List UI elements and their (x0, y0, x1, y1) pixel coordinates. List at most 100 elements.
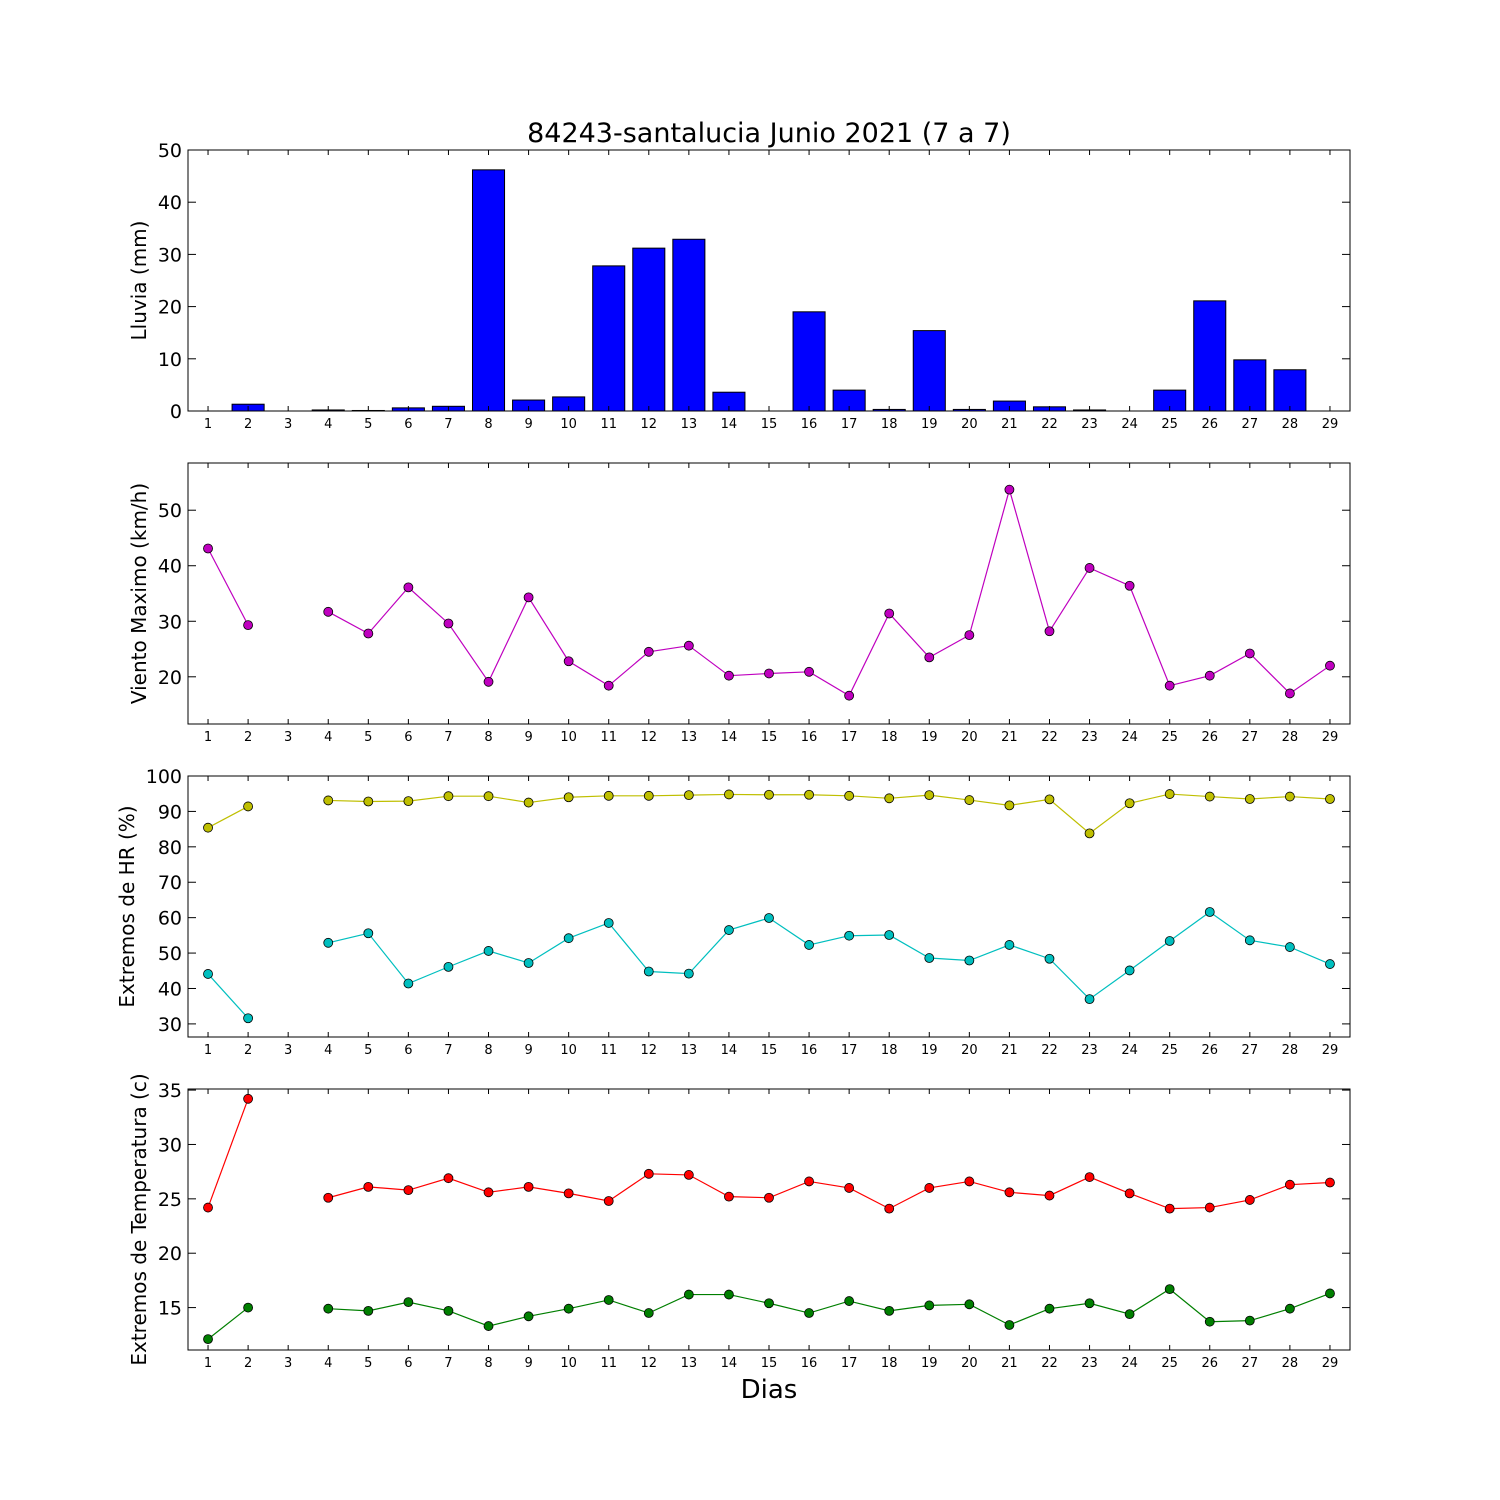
temperature-series-1-point-20 (964, 1176, 975, 1187)
humidity-series-1-point-8 (483, 791, 494, 802)
temperature-xtick-label-8: 8 (484, 1356, 492, 1371)
humidity-series-1-point-6 (403, 796, 414, 807)
rain-bar-12 (632, 247, 666, 412)
wind-series-1-point-29 (1325, 660, 1335, 671)
temperature-xtick-label-22: 22 (1041, 1356, 1058, 1371)
humidity-xtick-label-16: 16 (801, 1043, 818, 1058)
temperature-series-1-point-25 (1164, 1203, 1175, 1214)
humidity-series-1-point-26 (1204, 791, 1215, 802)
temperature-series-1-segment (207, 1098, 249, 1208)
temperature-series-2-point-5 (363, 1305, 374, 1316)
temperature-xtick-label-14: 14 (721, 1356, 738, 1371)
humidity-series-1-point-15 (764, 789, 774, 800)
temperature-series-2-line (207, 1288, 1331, 1340)
temperature-series-1-point-15 (764, 1192, 774, 1203)
temperature-series-2-point-10 (563, 1303, 574, 1314)
wind-xtick-label-25: 25 (1161, 730, 1178, 745)
temperature-xtick-label-24: 24 (1121, 1356, 1138, 1371)
wind-series-1-point-22 (1044, 626, 1055, 637)
rain-xtick-label-17: 17 (841, 417, 858, 432)
panel-temperature: 1 2 3 4 5 6 7 8 9 10 11 12 13 14 15 16 17 18 19 20 21 22 23 24 2… (127, 1073, 1351, 1371)
temperature-series-1-point-17 (844, 1183, 855, 1193)
temperature-series-1-point-8 (483, 1187, 494, 1198)
rain-xtick-label-11: 11 (600, 417, 617, 432)
rain-xtick-label-24: 24 (1121, 417, 1138, 432)
wind-series-1-point-20 (964, 630, 975, 641)
wind-xtick-label-12: 12 (641, 730, 658, 745)
temperature-series-1-point-28 (1285, 1179, 1295, 1190)
temperature-series-2-point-18 (884, 1305, 895, 1316)
rain-xtick-label-18: 18 (881, 417, 898, 432)
temperature-xtick-label-18: 18 (881, 1356, 898, 1371)
temperature-series-2-point-27 (1244, 1315, 1255, 1326)
temperature-xtick-label-12: 12 (641, 1356, 658, 1371)
humidity-xtick-label-19: 19 (921, 1043, 938, 1058)
humidity-series-2-point-20 (964, 955, 975, 966)
rain-ytick-label-30: 30 (158, 244, 182, 266)
chart-title: 84243-santalucia Junio 2021 (7 a 7) (527, 118, 1011, 149)
wind-xtick-label-22: 22 (1041, 730, 1058, 745)
humidity-xtick-label-2: 2 (244, 1043, 252, 1058)
wind-series-1-point-9 (523, 592, 534, 603)
humidity-xtick-label-10: 10 (560, 1043, 577, 1058)
temperature-ytick-label-20: 20 (158, 1243, 182, 1265)
wind-xtick-label-6: 6 (404, 730, 412, 745)
humidity-series-2-segment (207, 973, 249, 1019)
panel-wind: 1 2 3 4 5 6 7 8 9 10 11 12 13 14 15 16 17 18 19 20 21 22 23 24 2… (127, 462, 1351, 745)
temperature-series-2-point-29 (1325, 1288, 1335, 1299)
wind-xtick-label-27: 27 (1242, 730, 1259, 745)
temperature-y-axis-label: Extremos de Temperatura (c) (127, 1073, 151, 1365)
humidity-series-2-point-8 (483, 946, 494, 956)
rain-xtick-label-21: 21 (1001, 417, 1018, 432)
humidity-xtick-label-5: 5 (364, 1043, 372, 1058)
humidity-xtick-label-23: 23 (1081, 1043, 1098, 1058)
rain-xtick-label-27: 27 (1242, 417, 1259, 432)
humidity-series-1-point-21 (1004, 800, 1015, 811)
wind-xtick-label-24: 24 (1121, 730, 1138, 745)
humidity-series-2-point-9 (523, 958, 534, 968)
temperature-series-2-point-22 (1044, 1303, 1055, 1314)
wind-ytick-label-30: 30 (158, 611, 182, 633)
wind-xtick-label-10: 10 (560, 730, 577, 745)
humidity-xtick-label-27: 27 (1242, 1043, 1259, 1058)
humidity-xtick-label-21: 21 (1001, 1043, 1018, 1058)
rain-xtick-label-7: 7 (444, 417, 452, 432)
temperature-xtick-label-25: 25 (1161, 1356, 1178, 1371)
wind-series-1-point-25 (1164, 680, 1175, 691)
wind-series-1-segment (207, 548, 249, 626)
humidity-series-2-point-25 (1164, 936, 1175, 946)
humidity-series-2-point-27 (1244, 935, 1255, 946)
humidity-series-1-point-14 (724, 789, 734, 800)
humidity-series-2-point-19 (924, 953, 935, 963)
rain-ytick-label-10: 10 (158, 349, 182, 371)
wind-xtick-label-11: 11 (600, 730, 617, 745)
humidity-ytick-label-30: 30 (158, 1014, 182, 1036)
temperature-series-2-point-13 (683, 1289, 694, 1300)
wind-series-1-point-12 (643, 646, 654, 657)
temperature-series-2-point-4 (323, 1303, 334, 1314)
temperature-xtick-label-26: 26 (1201, 1356, 1218, 1371)
temperature-ytick-label-35: 35 (158, 1080, 182, 1102)
humidity-xtick-label-9: 9 (524, 1043, 532, 1058)
humidity-series-1-point-17 (844, 790, 855, 801)
wind-ytick-label-50: 50 (158, 500, 182, 522)
wind-series-1-point-21 (1004, 484, 1015, 495)
temperature-series-1-point-14 (724, 1191, 734, 1202)
wind-xtick-label-1: 1 (204, 730, 212, 745)
temperature-xtick-label-21: 21 (1001, 1356, 1018, 1371)
humidity-series-2-point-28 (1285, 942, 1295, 952)
temperature-xtick-label-2: 2 (244, 1356, 252, 1371)
humidity-series-1-point-22 (1044, 794, 1055, 805)
humidity-series-1-point-1 (203, 822, 213, 833)
humidity-series-1-point-19 (924, 790, 935, 801)
temperature-xtick-label-17: 17 (841, 1356, 858, 1371)
temperature-xtick-label-13: 13 (681, 1356, 698, 1371)
temperature-series-1-point-7 (443, 1173, 454, 1184)
temperature-xtick-label-23: 23 (1081, 1356, 1098, 1371)
humidity-series-1-line (207, 793, 1331, 835)
wind-ytick-label-40: 40 (158, 556, 182, 578)
temperature-series-2-point-7 (443, 1305, 454, 1316)
temperature-xtick-label-11: 11 (600, 1356, 617, 1371)
temperature-series-1-point-24 (1124, 1188, 1135, 1199)
rain-bar-26 (1193, 300, 1227, 412)
